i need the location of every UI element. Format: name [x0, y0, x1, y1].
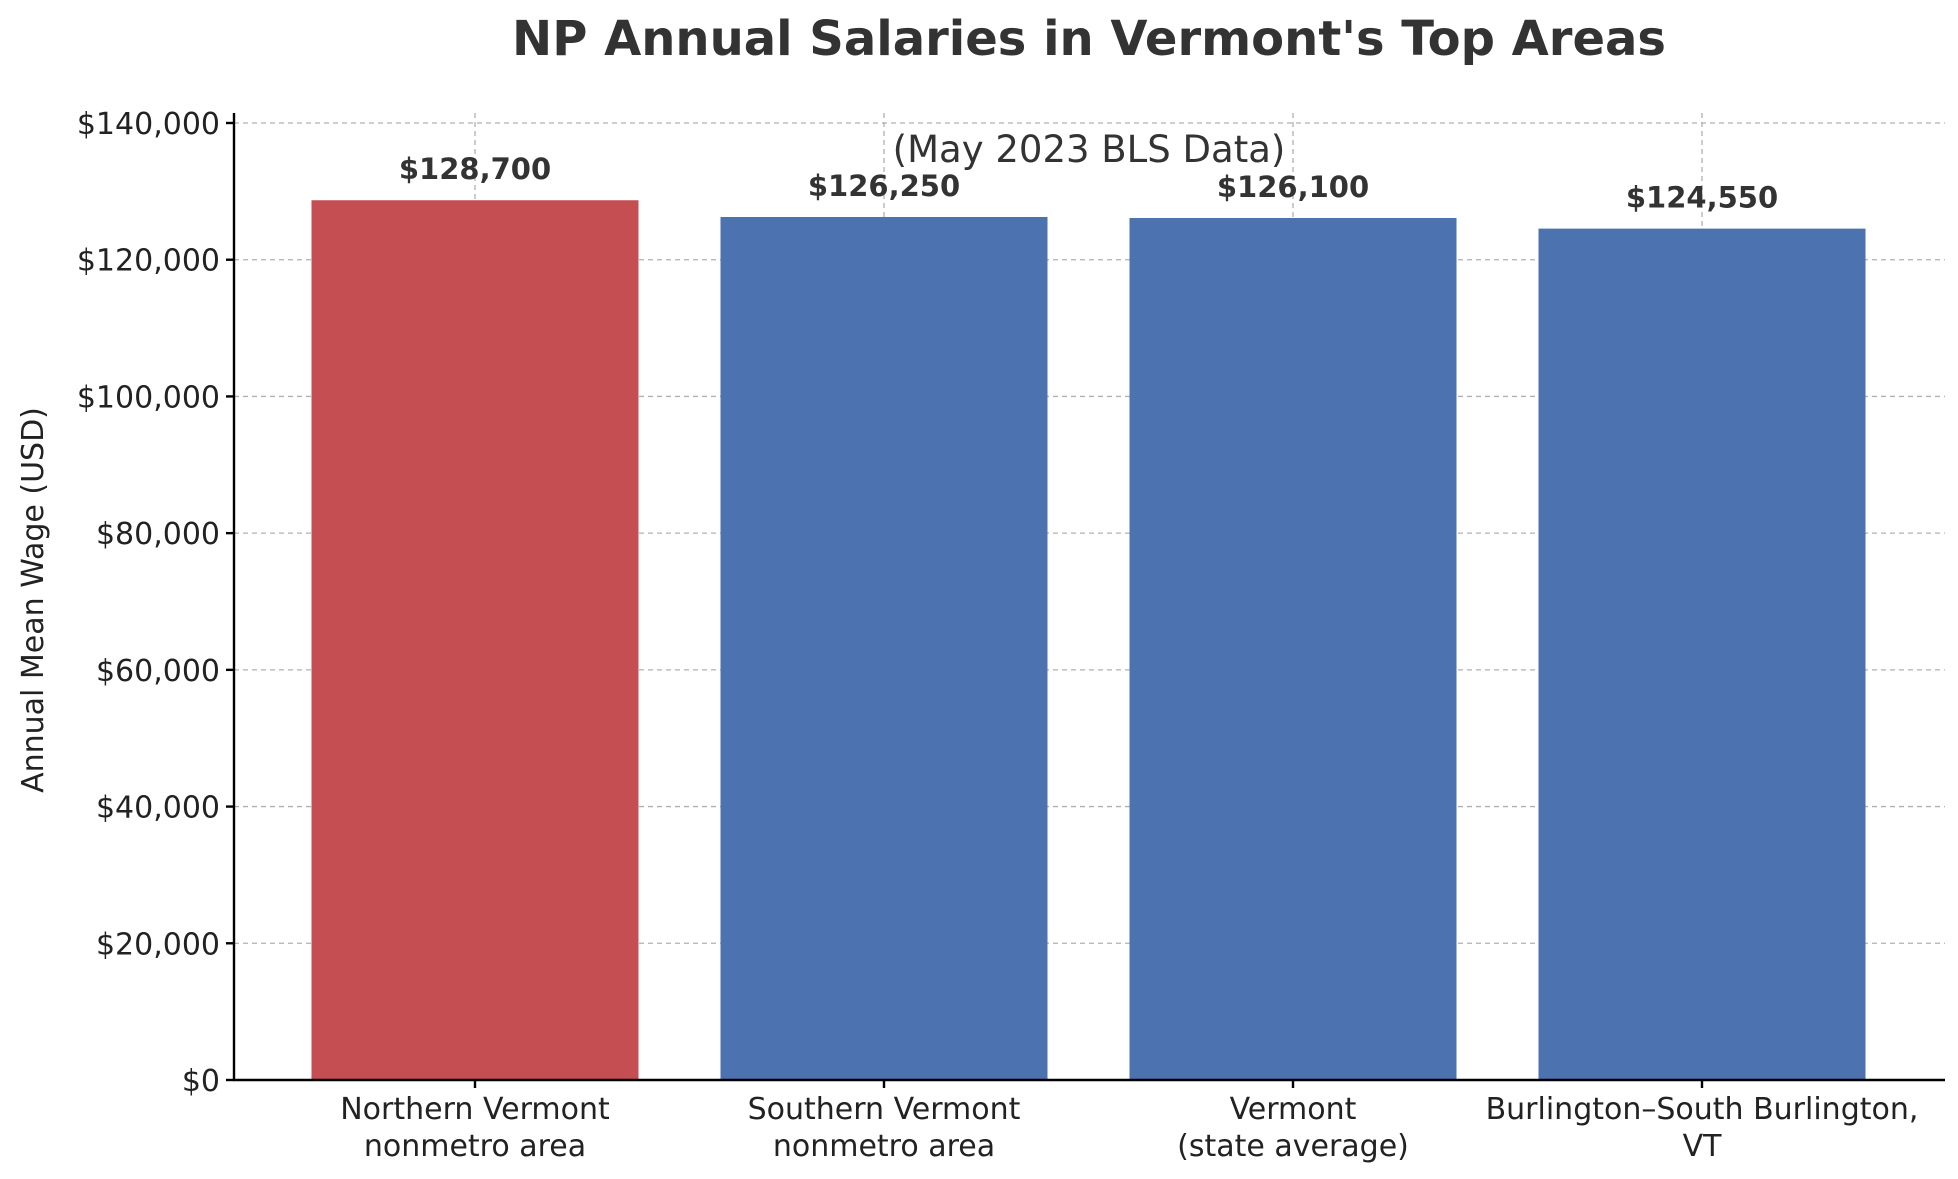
x-tick-label: Vermont — [1230, 1092, 1357, 1127]
chart-subtitle: (May 2023 BLS Data) — [893, 128, 1286, 171]
y-tick-label: $60,000 — [96, 654, 220, 689]
bar — [1538, 228, 1866, 1080]
y-tick-label: $40,000 — [96, 791, 220, 826]
y-tick-label: $80,000 — [96, 517, 220, 552]
chart-title: NP Annual Salaries in Vermont's Top Area… — [512, 11, 1666, 67]
x-tick-label: (state average) — [1177, 1129, 1409, 1164]
y-tick-label: $20,000 — [96, 927, 220, 962]
y-tick-label: $0 — [182, 1064, 220, 1099]
y-axis-label: Annual Mean Wage (USD) — [16, 407, 51, 793]
y-tick-label: $140,000 — [77, 107, 220, 142]
y-tick-label: $120,000 — [77, 244, 220, 279]
y-tick-label: $100,000 — [77, 380, 220, 415]
axes — [226, 113, 1945, 1088]
data-label: $126,250 — [808, 169, 960, 203]
data-label: $124,550 — [1626, 181, 1778, 215]
data-label: $128,700 — [399, 152, 551, 186]
x-tick-label: nonmetro area — [364, 1129, 586, 1164]
x-tick-label: nonmetro area — [773, 1129, 995, 1164]
bar — [311, 200, 639, 1080]
x-tick-label: Burlington–South Burlington, — [1486, 1092, 1919, 1127]
bar — [720, 216, 1048, 1080]
x-tick-label: Northern Vermont — [340, 1092, 610, 1127]
data-labels: $128,700 $126,250 $126,100 $124,550 — [399, 152, 1778, 214]
y-tick-labels: $0 $20,000 $40,000 $60,000 $80,000 $100,000 $1… — [77, 107, 220, 1099]
x-tick-label: Southern Vermont — [748, 1092, 1021, 1127]
data-label: $126,100 — [1217, 170, 1369, 204]
bars — [311, 200, 1866, 1081]
bar — [1129, 218, 1457, 1081]
x-tick-label: VT — [1683, 1129, 1723, 1164]
